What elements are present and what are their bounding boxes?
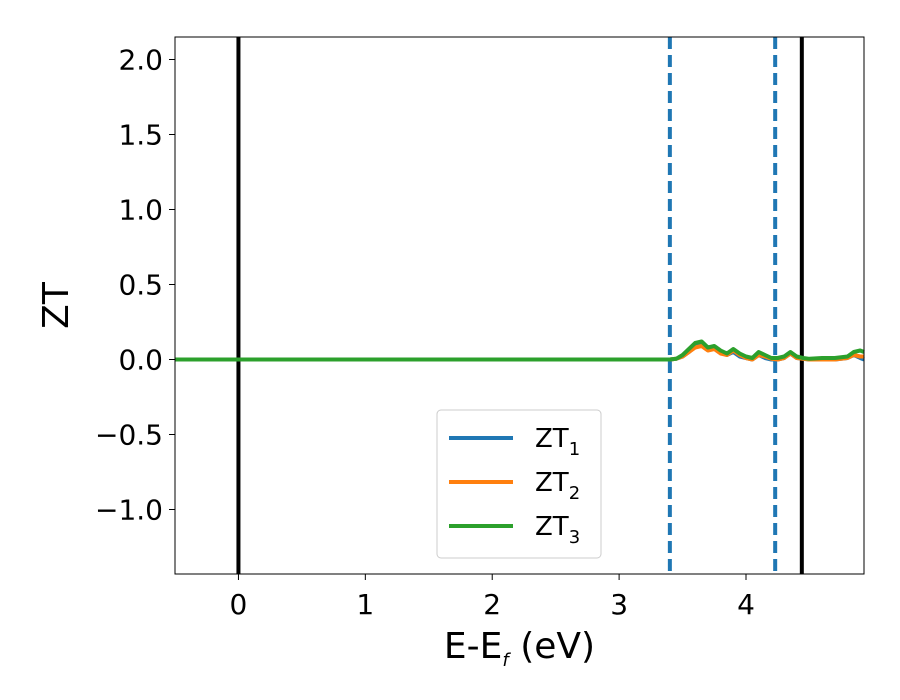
x-tick-label: 2 (483, 588, 501, 621)
x-tick-label: 4 (737, 588, 755, 621)
y-tick-label: 0.0 (118, 344, 163, 377)
y-axis-label: ZT (36, 281, 77, 329)
legend-label: ZT1 (535, 424, 580, 460)
y-tick-label: −0.5 (95, 419, 163, 452)
legend-box (436, 409, 602, 559)
x-axis-label-unit: (eV) (509, 626, 595, 667)
x-axis-label: E-Ef (eV) (444, 626, 595, 671)
x-axis-label-subscript: f (502, 650, 511, 671)
y-tick-label: 2.0 (118, 44, 163, 77)
series-line-zt3 (175, 339, 865, 362)
series-lines (175, 339, 865, 362)
plot-frame (174, 36, 865, 575)
x-axis-label-main: E-E (444, 626, 502, 667)
legend-label: ZT3 (535, 512, 580, 548)
y-axis-ticks: −1.0 −0.5 0.0 0.5 1.0 1.5 2.0 (95, 44, 175, 527)
y-tick-label: 1.5 (118, 119, 163, 152)
legend-label: ZT2 (535, 468, 580, 504)
y-tick-label: 1.0 (118, 194, 163, 227)
x-tick-label: 1 (356, 588, 374, 621)
legend: ZT1 ZT2 ZT3 (436, 409, 602, 559)
x-axis-ticks: 0 1 2 3 4 (230, 574, 755, 621)
y-tick-label: 0.5 (118, 269, 163, 302)
x-tick-label: 3 (610, 588, 628, 621)
x-tick-label: 0 (230, 588, 248, 621)
y-tick-label: −1.0 (95, 494, 163, 527)
vertical-lines (236, 37, 804, 574)
